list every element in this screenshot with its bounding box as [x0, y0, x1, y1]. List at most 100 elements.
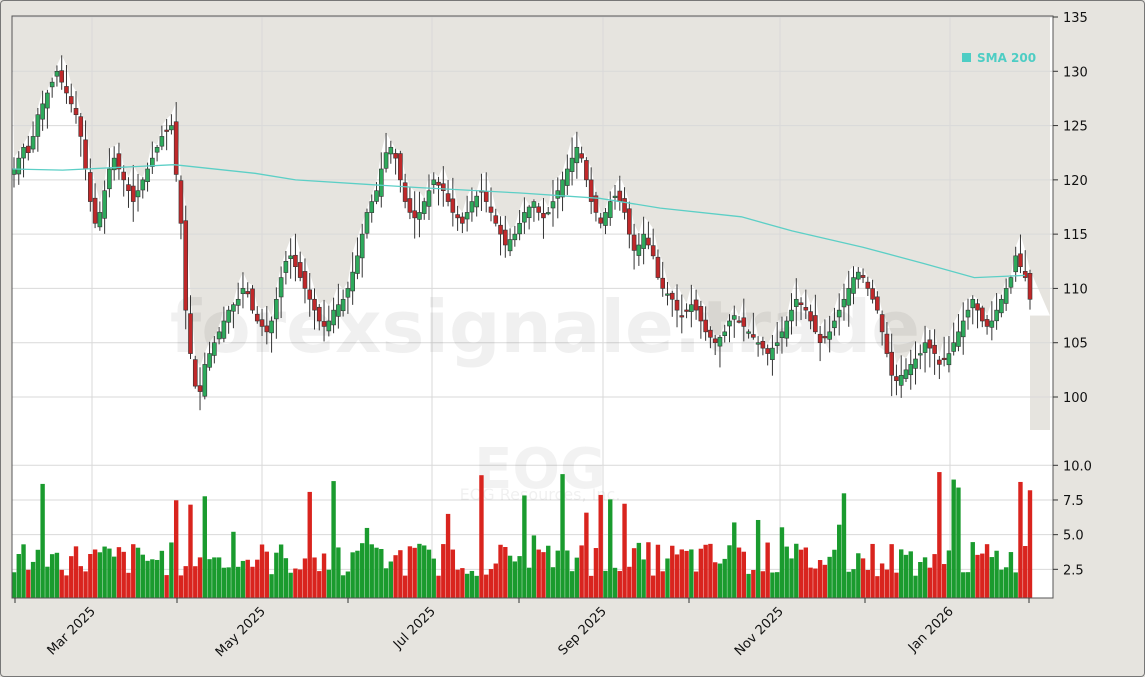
candle-body	[350, 271, 355, 292]
volume-bar	[240, 560, 246, 598]
candle-body	[941, 357, 947, 361]
candle-body	[107, 168, 112, 190]
candle-body	[378, 168, 384, 197]
candle-body	[779, 331, 785, 339]
volume-bar	[131, 544, 136, 598]
candle-body	[97, 212, 103, 228]
volume-bar	[708, 543, 713, 598]
x-tick-label: Jul 2025	[390, 604, 439, 653]
candle-body	[555, 190, 561, 199]
candle-body	[827, 331, 832, 340]
volume-bar	[612, 567, 618, 598]
candle-body	[336, 304, 341, 317]
candle-body	[388, 146, 394, 155]
candle-body	[879, 314, 885, 333]
volume-bar	[584, 512, 589, 598]
candle-body	[483, 191, 489, 202]
candle-body	[536, 206, 541, 213]
volume-bar	[54, 552, 60, 598]
volume-bar	[83, 571, 88, 598]
volume-bar	[650, 575, 656, 598]
candle-body	[751, 334, 756, 338]
candle-body	[393, 153, 398, 159]
candle-body	[1003, 288, 1009, 304]
volume-bar	[398, 550, 403, 598]
candle-body	[145, 168, 150, 183]
volume-bar	[837, 524, 842, 598]
candle-body	[135, 190, 141, 198]
volume-bar	[1013, 572, 1018, 598]
candle-body	[622, 198, 627, 213]
candle-body	[674, 299, 680, 311]
volume-bar	[822, 564, 828, 598]
candle-body	[35, 114, 41, 137]
x-tick-label: Mar 2025	[45, 604, 99, 658]
volume-bar	[379, 548, 384, 598]
volume-bar	[16, 554, 21, 598]
volume-bar	[1018, 481, 1023, 598]
volume-bar	[269, 574, 274, 598]
candle-body	[16, 157, 22, 175]
candle-body	[464, 212, 470, 220]
candle-body	[1027, 273, 1033, 300]
candle-body	[550, 201, 556, 209]
volume-bar	[402, 575, 408, 598]
volume-bar	[579, 545, 584, 598]
volume-bar	[732, 522, 737, 598]
volume-bar	[846, 571, 851, 598]
volume-bar	[336, 547, 341, 598]
volume-bar	[956, 487, 961, 598]
candle-body	[45, 92, 50, 109]
candle-body	[970, 298, 976, 309]
candle-body	[946, 353, 952, 366]
volume-bar	[426, 549, 432, 598]
candle-body	[26, 145, 31, 154]
candle-body	[808, 311, 813, 322]
candle-body	[54, 70, 60, 77]
candle-body	[383, 152, 389, 169]
candle-body	[312, 298, 317, 311]
candle-body	[846, 288, 852, 306]
candle-body	[250, 288, 255, 311]
volume-bar	[21, 544, 26, 598]
volume-bar	[879, 563, 885, 598]
candle-body	[83, 139, 88, 170]
volume-bar	[1023, 546, 1028, 598]
volume-bar	[11, 572, 17, 598]
volume-bar	[317, 571, 322, 598]
candle-body	[708, 329, 713, 338]
candle-body	[374, 190, 379, 202]
volume-bar	[875, 576, 880, 598]
candle-body	[793, 298, 799, 307]
candle-body	[579, 153, 584, 159]
volume-bar	[493, 563, 498, 598]
volume-bar	[30, 561, 36, 598]
candle-body	[541, 213, 546, 219]
volume-bar	[259, 544, 265, 598]
volume-bar	[350, 552, 355, 598]
volume-bar	[507, 555, 513, 598]
volume-bar	[765, 542, 770, 598]
volume-bar	[555, 550, 560, 598]
volume-bar	[679, 549, 684, 598]
candle-body	[307, 289, 313, 300]
candle-body	[646, 237, 651, 246]
volume-bar	[517, 556, 522, 598]
candle-body	[803, 307, 809, 311]
candle-body	[665, 293, 670, 296]
candle-body	[870, 288, 875, 300]
volume-bar	[903, 554, 909, 598]
volume-bar	[422, 545, 427, 598]
volume-bar	[288, 572, 293, 598]
volume-bar	[550, 567, 556, 598]
candle-body	[984, 319, 990, 327]
volume-bar	[436, 575, 441, 598]
volume-bar	[455, 569, 460, 598]
volume-tick-label: 7.5	[1063, 494, 1084, 509]
candle-body	[59, 70, 64, 83]
candle-body	[493, 215, 499, 224]
volume-bar	[646, 542, 651, 598]
site-watermark: forexsignale.trade	[170, 285, 920, 369]
volume-bar	[445, 513, 451, 598]
volume-bar	[264, 551, 270, 598]
